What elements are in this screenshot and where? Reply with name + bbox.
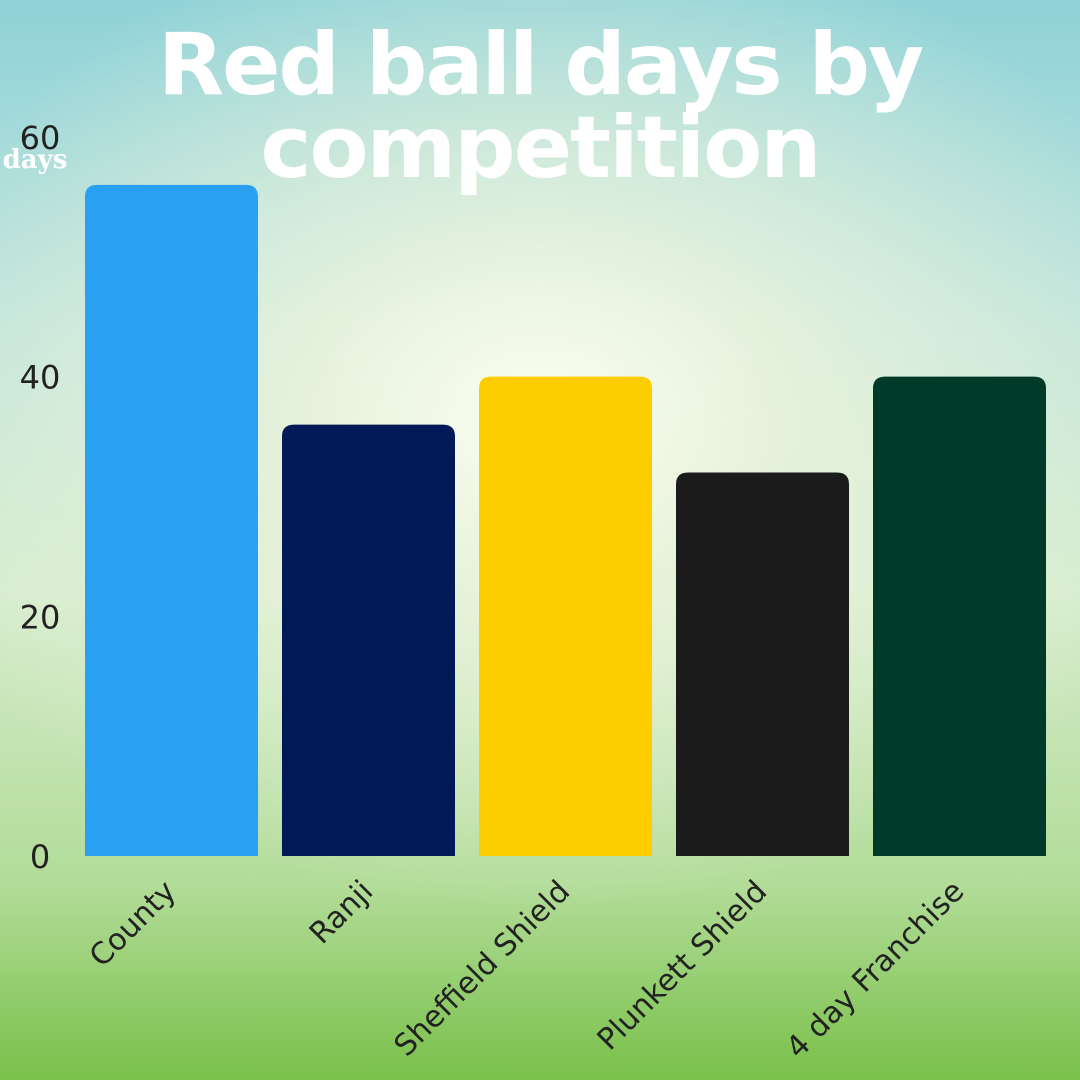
bar-4-day-franchise bbox=[873, 376, 1046, 856]
bar-county bbox=[85, 184, 258, 856]
x-axis-labels: County Ranji Sheffield Shield Plunkett Shie… bbox=[83, 874, 971, 1066]
bar-sheffield-shield bbox=[479, 376, 652, 856]
bar-plunkett-shield bbox=[676, 472, 849, 856]
bar-ranji bbox=[282, 424, 455, 856]
y-tick-label: 40 bbox=[20, 359, 61, 397]
x-tick-label: Sheffield Shield bbox=[388, 874, 578, 1064]
y-tick-label: 0 bbox=[30, 838, 50, 876]
y-tick-label: 20 bbox=[20, 598, 61, 636]
chart-title-line-2: competition bbox=[260, 98, 819, 198]
chart-title-line-1: Red ball days by bbox=[158, 15, 923, 115]
x-tick-label: County bbox=[83, 874, 183, 974]
y-axis-unit-label: days bbox=[3, 145, 68, 175]
x-tick-label: Plunkett Shield bbox=[591, 874, 775, 1058]
y-axis-ticks: 0 20 40 60 bbox=[20, 119, 61, 876]
bars-layer bbox=[85, 184, 1046, 856]
x-tick-label: 4 day Franchise bbox=[779, 874, 971, 1066]
x-tick-label: Ranji bbox=[303, 874, 380, 951]
y-tick-label: 60 bbox=[20, 119, 61, 157]
